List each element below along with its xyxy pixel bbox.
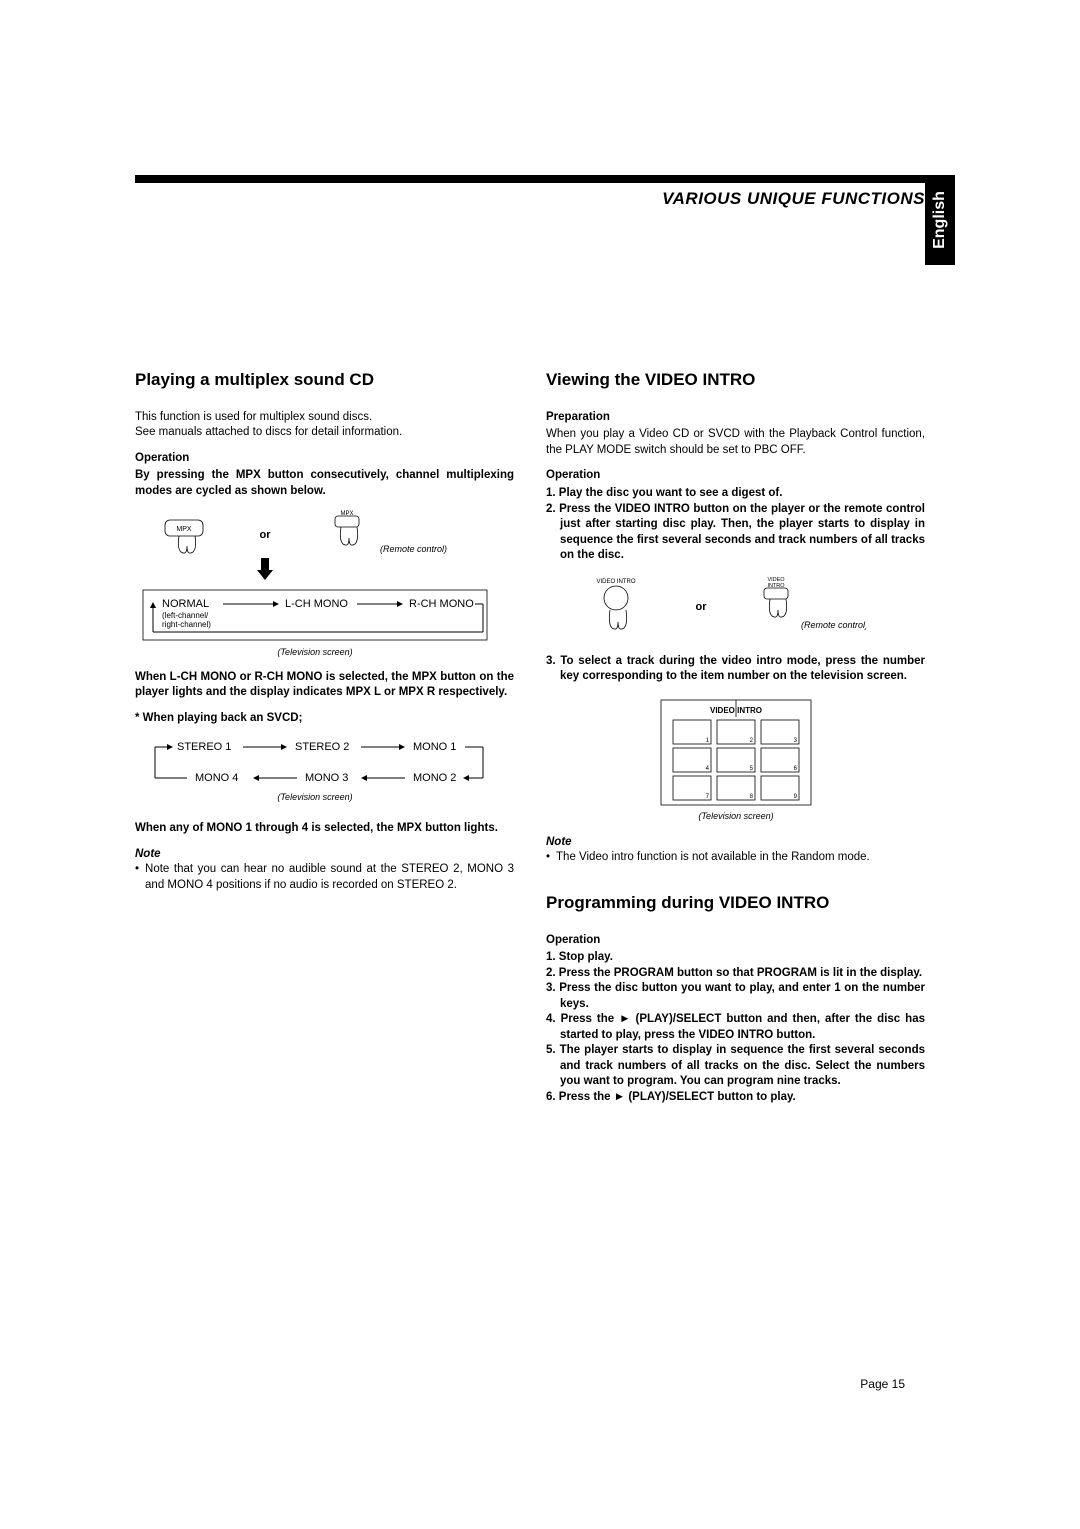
bullet: •	[135, 862, 139, 893]
page-content: VARIOUS UNIQUE FUNCTIONS Playing a multi…	[135, 175, 925, 1105]
svg-text:9: 9	[793, 794, 797, 800]
heading-multiplex: Playing a multiplex sound CD	[135, 369, 514, 392]
lch: L-CH MONO	[285, 598, 348, 610]
svg-text:6: 6	[793, 766, 797, 772]
video-intro-button-diagram: VIDEO INTRO or VIDEO INTRO (Remote contr…	[546, 574, 925, 644]
mpx-label-2: MPX	[340, 511, 353, 517]
note-row: • Note that you can hear no audible soun…	[135, 862, 514, 893]
tv-label-2: (Television screen)	[277, 792, 352, 802]
intro-line-1: This function is used for multiplex soun…	[135, 411, 372, 423]
svcd-diagram: STEREO 1 STEREO 2 MONO 1 MONO 2 MONO 3	[135, 736, 514, 811]
op-label-right: Operation	[546, 468, 925, 484]
rch: R-CH MONO	[409, 598, 474, 610]
p-step-4: 4. Press the ► (PLAY)/SELECT button and …	[546, 1012, 925, 1043]
p-op-label: Operation	[546, 933, 925, 949]
note-row-2: • The Video intro function is not availa…	[546, 850, 925, 866]
note-label-2: Note	[546, 835, 925, 851]
mpx-diagram: MPX MPX or (Remote control) NORMAL (left…	[135, 510, 514, 660]
p-step-1: 1. Stop play.	[546, 950, 925, 966]
p-step-5: 5. The player starts to display in seque…	[546, 1043, 925, 1090]
normal: NORMAL	[162, 598, 209, 610]
s1: STEREO 1	[177, 741, 231, 753]
or-label: or	[260, 529, 272, 541]
p-step-3: 3. Press the disc button you want to pla…	[546, 981, 925, 1012]
operation-text: By pressing the MPX button consecutively…	[135, 468, 514, 499]
m2: MONO 2	[413, 772, 456, 784]
svg-text:3: 3	[793, 738, 797, 744]
m1: MONO 1	[413, 741, 456, 753]
mpx-label: MPX	[176, 526, 192, 533]
svg-text:2: 2	[749, 738, 753, 744]
normal-sub2: right-channel)	[162, 620, 211, 629]
p-step-6: 6. Press the ► (PLAY)/SELECT button to p…	[546, 1090, 925, 1106]
remote-label-2: (Remote control)	[801, 620, 866, 630]
s2: STEREO 2	[295, 741, 349, 753]
prep-label: Preparation	[546, 410, 925, 426]
intro-line-2: See manuals attached to discs for detail…	[135, 426, 402, 438]
step-2: 2. Press the VIDEO INTRO button on the p…	[546, 502, 925, 564]
svg-text:7: 7	[705, 794, 709, 800]
or-label-2: or	[696, 601, 708, 613]
svg-text:5: 5	[749, 766, 753, 772]
heading-video-intro: Viewing the VIDEO INTRO	[546, 369, 925, 392]
right-column: Viewing the VIDEO INTRO Preparation When…	[546, 369, 925, 1105]
tv-label: (Television screen)	[277, 647, 352, 657]
page-number: Page 15	[860, 1377, 905, 1391]
vi-label: VIDEO INTRO	[596, 579, 635, 585]
svcd-note: When any of MONO 1 through 4 is selected…	[135, 821, 514, 837]
top-rule	[135, 175, 925, 183]
svg-text:1: 1	[705, 738, 709, 744]
language-label: English	[931, 191, 949, 249]
m3: MONO 3	[305, 772, 348, 784]
step-3: 3. To select a track during the video in…	[546, 654, 925, 685]
bullet-2: •	[546, 850, 550, 866]
vi-label-2b: INTRO	[767, 583, 785, 589]
after-diagram-text: When L-CH MONO or R-CH MONO is selected,…	[135, 670, 514, 701]
normal-sub1: (left-channel/	[162, 611, 209, 620]
language-tab: English	[925, 175, 955, 265]
columns: Playing a multiplex sound CD This functi…	[135, 369, 925, 1105]
svg-text:4: 4	[705, 766, 709, 772]
step-1: 1. Play the disc you want to see a diges…	[546, 486, 925, 502]
m4: MONO 4	[195, 772, 238, 784]
heading-programming: Programming during VIDEO INTRO	[546, 892, 925, 915]
left-column: Playing a multiplex sound CD This functi…	[135, 369, 514, 1105]
section-title: VARIOUS UNIQUE FUNCTIONS	[135, 189, 925, 209]
svg-text:8: 8	[749, 794, 753, 800]
tv-grid-diagram: VIDEO INTRO 123 456 789 (Television scre…	[641, 695, 831, 825]
remote-label: (Remote control)	[380, 544, 447, 554]
note-label: Note	[135, 847, 514, 863]
tv-caption: (Television screen)	[698, 811, 773, 821]
p-step-2: 2. Press the PROGRAM button so that PROG…	[546, 966, 925, 982]
svcd-label: * When playing back an SVCD;	[135, 711, 514, 727]
note-text-2: The Video intro function is not availabl…	[556, 850, 870, 866]
prep-text: When you play a Video CD or SVCD with th…	[546, 427, 925, 458]
operation-label: Operation	[135, 451, 514, 467]
intro-text: This function is used for multiplex soun…	[135, 410, 514, 441]
note-text: Note that you can hear no audible sound …	[145, 862, 514, 893]
